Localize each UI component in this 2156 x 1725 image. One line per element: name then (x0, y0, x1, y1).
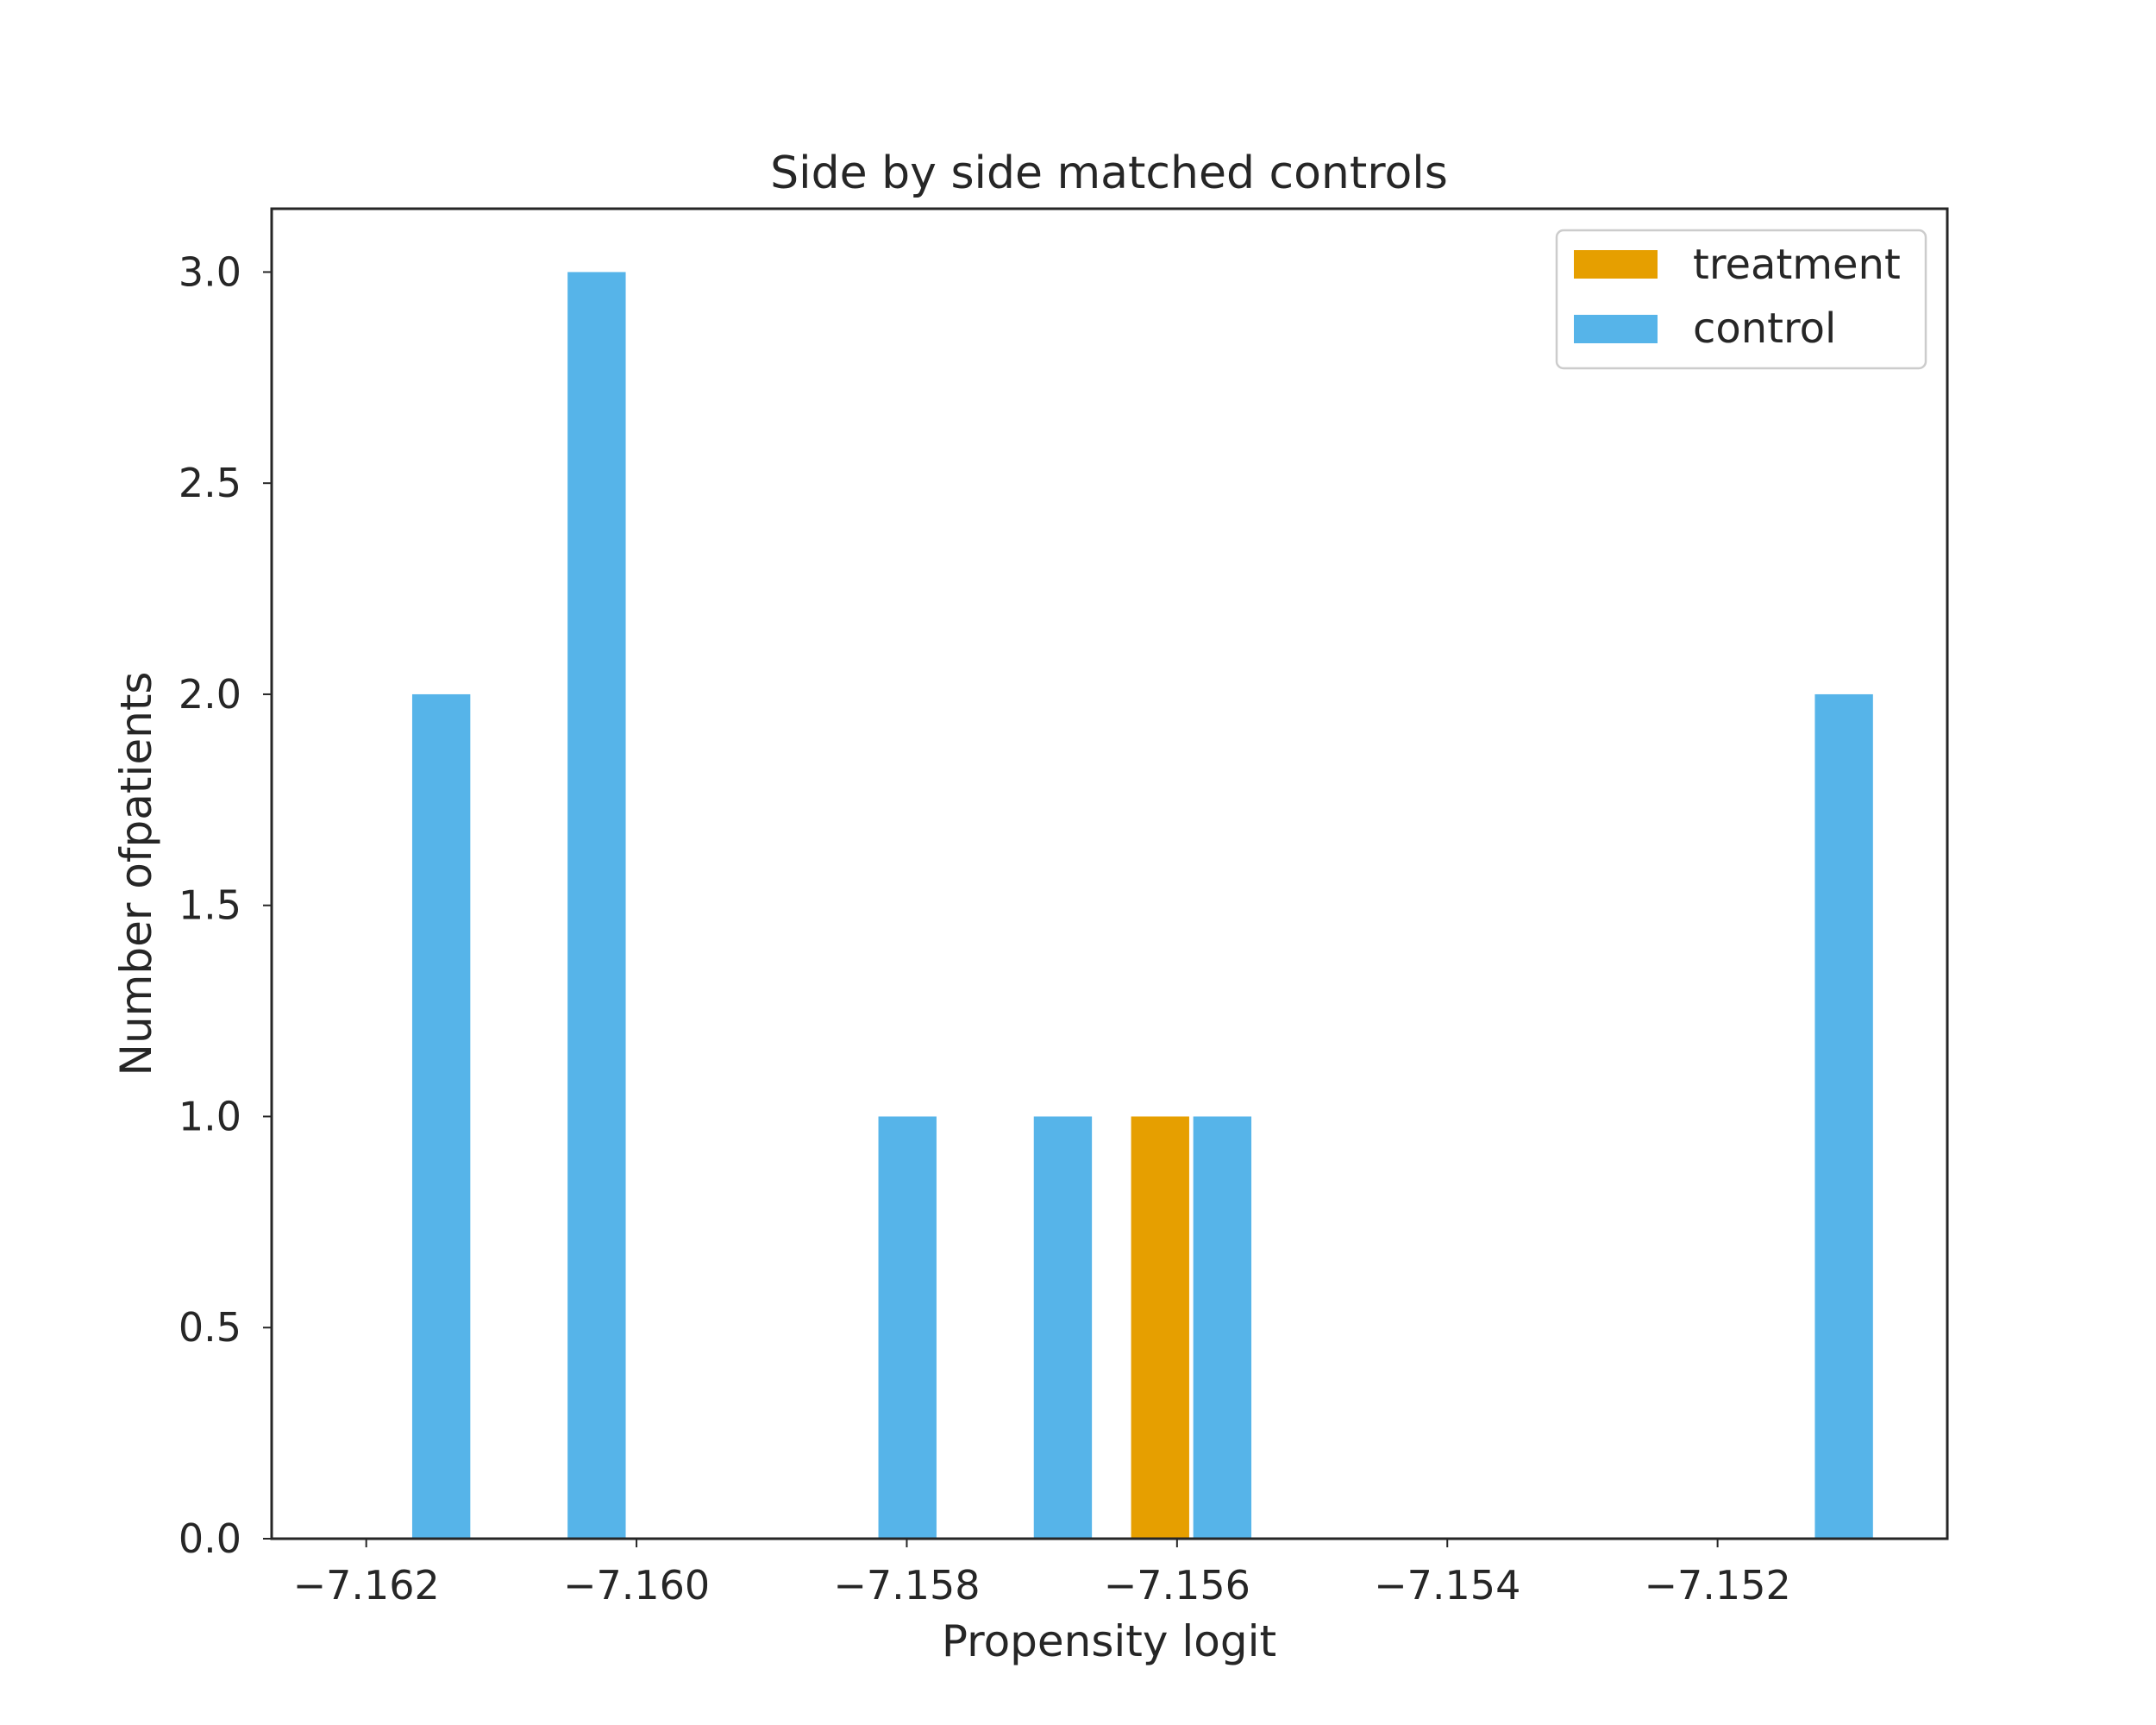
y-axis-label: Number ofpatients (111, 672, 161, 1076)
y-tick-label: 1.5 (179, 882, 241, 929)
y-tick-label: 2.5 (179, 460, 241, 506)
legend-swatch-control (1574, 315, 1658, 343)
x-tick-label: −7.158 (833, 1562, 980, 1609)
x-tick-label: −7.152 (1645, 1562, 1791, 1609)
legend-label-control: control (1693, 304, 1836, 353)
legend-label-treatment: treatment (1693, 241, 1901, 289)
y-tick-label: 3.0 (179, 248, 241, 295)
x-tick-label: −7.160 (563, 1562, 710, 1609)
y-tick-label: 2.0 (179, 671, 241, 718)
x-axis-label: Propensity logit (942, 1616, 1276, 1666)
x-tick-label: −7.154 (1374, 1562, 1520, 1609)
legend: treatment control (1555, 229, 1927, 370)
bar-treatment-0 (1131, 1116, 1189, 1539)
bar-control-1 (567, 272, 626, 1540)
plot-frame (270, 207, 1949, 1540)
y-tick-label: 1.0 (179, 1093, 241, 1139)
y-tick-label: 0.0 (179, 1515, 241, 1562)
bar-control-5 (1814, 693, 1873, 1539)
x-tick-label: −7.162 (293, 1562, 440, 1609)
bar-control-0 (411, 693, 471, 1539)
x-tick-label: −7.156 (1104, 1562, 1250, 1609)
bar-control-2 (878, 1116, 937, 1539)
chart-title: Side by side matched controls (770, 147, 1448, 199)
bar-control-3 (1033, 1116, 1093, 1539)
bar-control-4 (1193, 1116, 1252, 1539)
y-tick-label: 0.5 (179, 1304, 241, 1351)
legend-swatch-treatment (1574, 250, 1658, 279)
bars-layer (411, 272, 1873, 1540)
y-axis-ticks: 0.0 0.5 1.0 1.5 2.0 2.5 3.0 (179, 248, 272, 1562)
x-axis-ticks: −7.162 −7.160 −7.158 −7.156 −7.154 −7.152 (293, 1539, 1791, 1609)
